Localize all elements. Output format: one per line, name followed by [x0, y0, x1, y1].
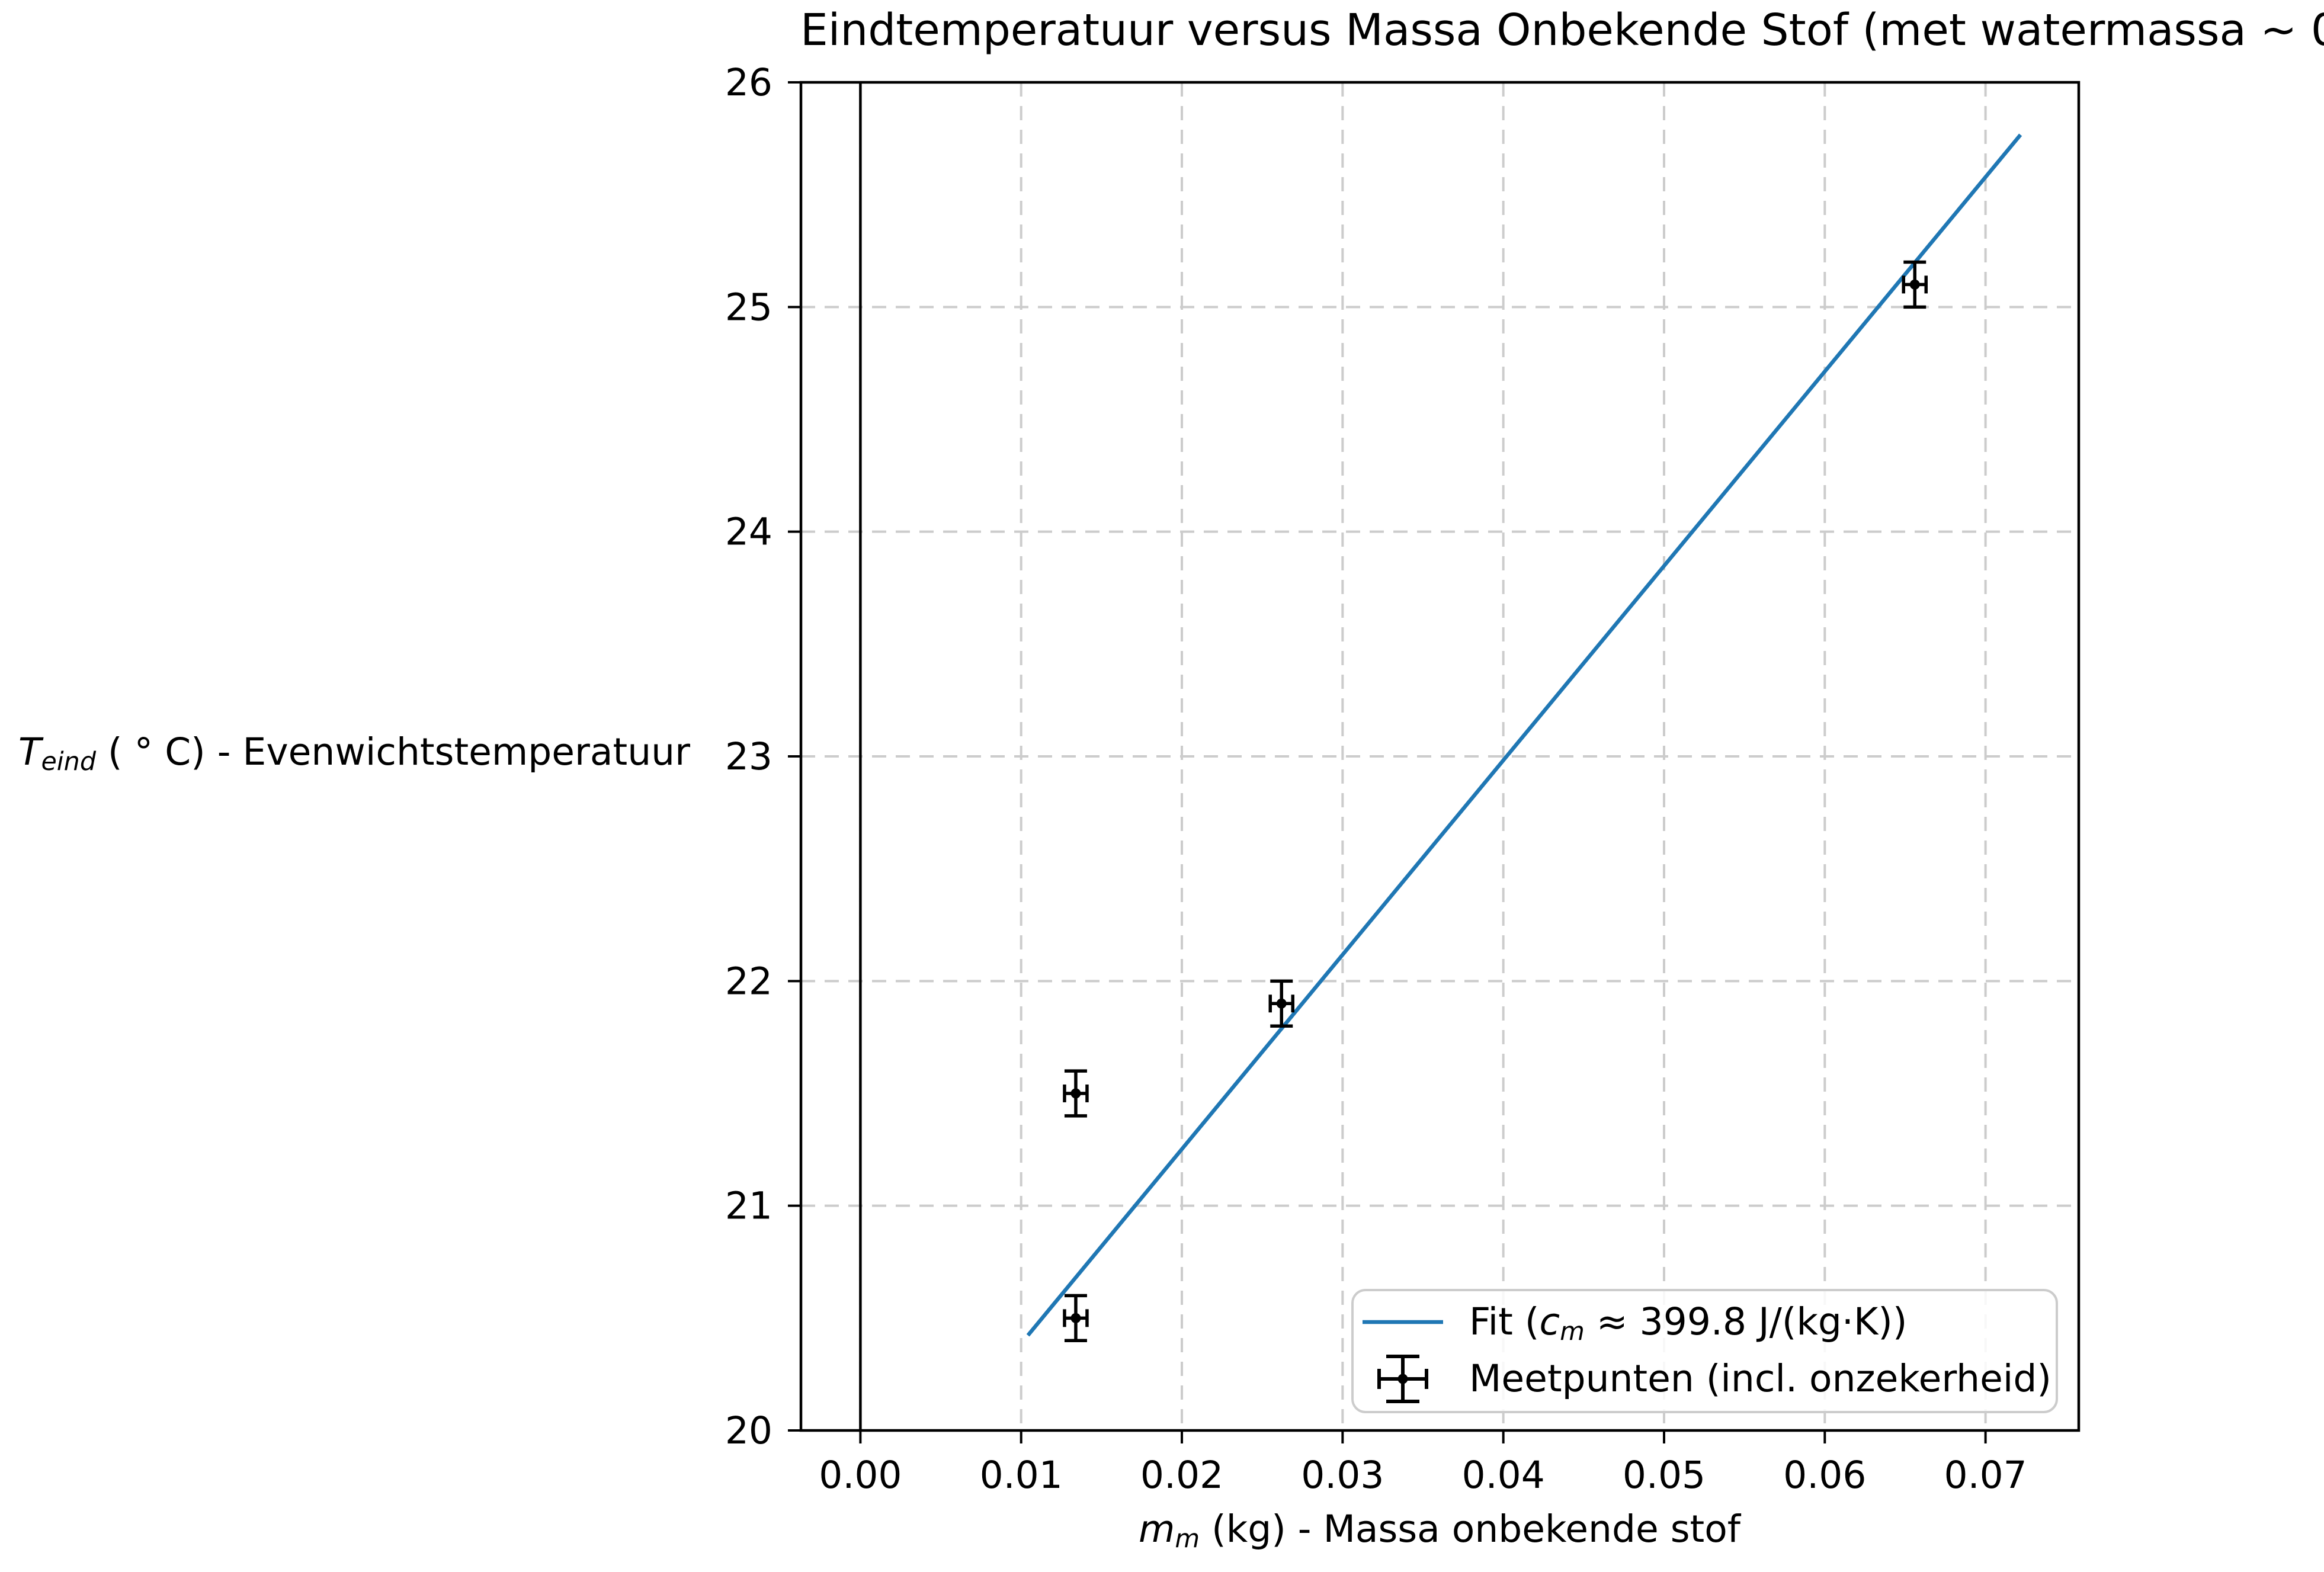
errorbar-point [1268, 979, 1294, 1028]
legend-box [1351, 1289, 2058, 1413]
y-tick-label: 23 [725, 735, 772, 778]
errorbar-point [1063, 1069, 1089, 1118]
y-tick-label: 20 [725, 1409, 772, 1452]
x-tick-label: 0.00 [819, 1454, 902, 1497]
x-tick-label: 0.05 [1623, 1454, 1706, 1497]
x-tick-label: 0.02 [1140, 1454, 1223, 1497]
x-tick-label: 0.07 [1944, 1454, 2027, 1497]
chart-title: Eindtemperatuur versus Massa Onbekende S… [800, 5, 2324, 56]
x-tick-label: 0.03 [1301, 1454, 1384, 1497]
y-tick-label: 25 [725, 285, 772, 329]
x-tick-label: 0.01 [980, 1454, 1063, 1497]
y-axis-label: Teind ( ° C) - Evenwichtstemperatuur [18, 730, 690, 777]
errorbar-point [1063, 1294, 1089, 1343]
y-tick-label: 21 [725, 1185, 772, 1228]
legend-errorbar-swatch [1377, 1355, 1428, 1403]
fit-line [1026, 133, 2022, 1337]
y-tick-label: 26 [725, 61, 772, 104]
x-tick-label: 0.06 [1783, 1454, 1866, 1497]
x-axis-label: mm (kg) - Massa onbekende stof [1139, 1507, 1740, 1554]
y-tick-label: 24 [725, 511, 772, 554]
legend-item-fit-label: Fit (cm ≈ 399.8 J/(kg·K)) [1469, 1300, 1908, 1347]
legend-item-meetpunten-label: Meetpunten (incl. onzekerheid) [1469, 1357, 2051, 1400]
errorbar-point [1902, 260, 1928, 309]
y-tick-label: 22 [725, 960, 772, 1003]
x-tick-label: 0.04 [1462, 1454, 1545, 1497]
